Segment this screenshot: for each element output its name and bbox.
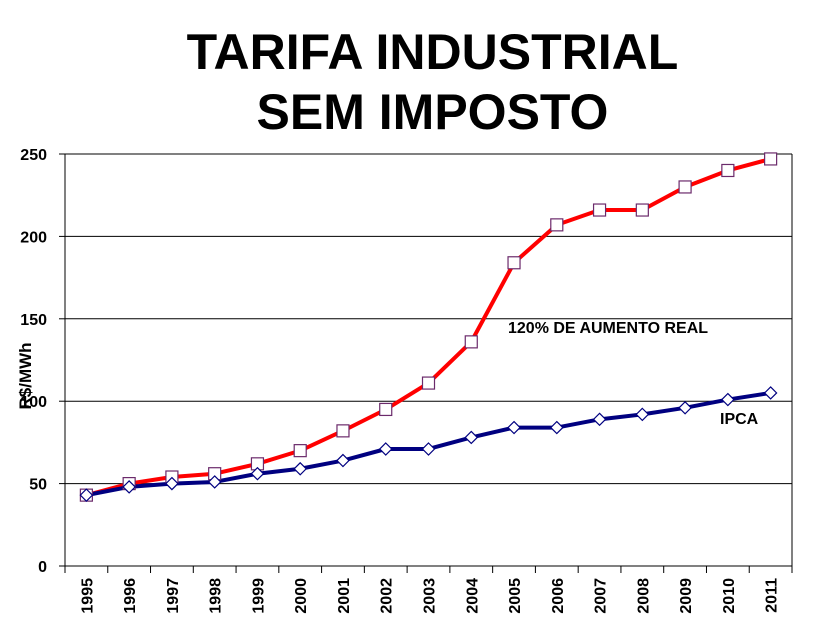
y-tick-label-0: 0 [38,559,47,576]
marker-s1-2009 [678,400,692,415]
gridlines [65,153,792,485]
marker-s0-2006 [550,218,564,232]
marker-s1-2005 [507,420,521,435]
marker-s1-2003 [421,442,436,456]
marker-s1-2011 [763,386,778,400]
marker-s1-2004 [464,430,479,445]
series-label-ipca: IPCA [720,411,759,428]
marker-s0-2004 [464,335,478,349]
x-tick-label-1999: 1999 [250,578,267,614]
marker-s1-2008 [635,407,650,422]
x-tick-label-2008: 2008 [635,578,652,614]
x-tick-label-2005: 2005 [507,578,524,614]
marker-s0-2003 [421,376,436,390]
x-tick-label-2010: 2010 [721,578,738,614]
marker-s1-2010 [721,392,735,407]
x-tick-label-2009: 2009 [678,578,695,614]
x-tick-label-2004: 2004 [464,578,481,614]
y-axis-label: R$/MWh [16,342,35,409]
chart-title-line-1: TARIFA INDUSTRIAL [186,24,679,80]
x-tick-label-2001: 2001 [336,578,353,614]
marker-s0-2008 [635,203,649,217]
marker-s1-1999 [250,466,265,481]
x-tick-label-1997: 1997 [165,578,182,614]
marker-s0-2009 [678,180,692,194]
x-tick-label-1995: 1995 [79,578,96,614]
marker-s1-1998 [207,475,222,489]
y-tick-label-250: 250 [20,147,47,164]
x-tick-label-1996: 1996 [122,578,139,614]
marker-s1-2001 [336,453,350,468]
chart-title: TARIFA INDUSTRIAL SEM IMPOSTO [0,22,827,142]
marker-s0-2005 [507,256,521,270]
marker-s1-1996 [122,480,136,494]
tick-labels: 0 50 100 150 200 250 1995 1996 1997 1998 1999 2000 2… [20,147,780,614]
series-annotations: 120% DE AUMENTO REAL IPCA [508,320,759,428]
y-tick-label-100: 100 [20,394,47,411]
chart-title-line-2: SEM IMPOSTO [256,84,609,140]
marker-s1-2006 [549,420,564,435]
x-tick-label-2011: 2011 [764,578,781,613]
y-tick-label-50: 50 [29,477,47,494]
marker-s0-2007 [592,203,607,217]
marker-s0-2002 [379,402,393,417]
x-tick-label-1998: 1998 [208,578,225,614]
marker-s1-1995 [79,488,94,502]
marker-s1-2002 [378,442,393,456]
axes [59,153,793,573]
series-label-real-increase: 120% DE AUMENTO REAL [508,320,708,337]
x-tick-label-2007: 2007 [593,578,610,614]
marker-s0-2001 [336,424,350,438]
marker-s0-2000 [293,444,307,458]
marker-s0-2010 [721,163,735,178]
y-tick-label-200: 200 [20,229,47,246]
marker-s1-2000 [293,461,308,476]
y-tick-label-150: 150 [20,312,47,329]
marker-s1-2007 [592,412,607,427]
x-tick-label-2000: 2000 [293,578,310,614]
x-tick-label-2002: 2002 [379,578,396,614]
x-tick-label-2006: 2006 [550,578,567,614]
x-tick-label-2003: 2003 [422,578,439,614]
series-markers [79,152,778,502]
marker-s0-2011 [764,152,778,166]
marker-s1-1997 [165,476,179,491]
